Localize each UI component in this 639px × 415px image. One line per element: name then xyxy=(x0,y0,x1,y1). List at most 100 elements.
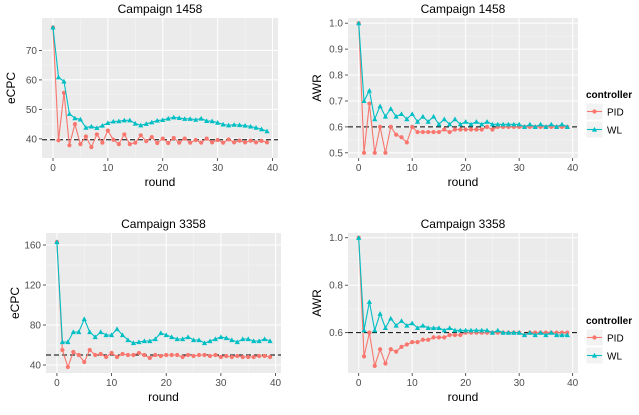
data-point-pid xyxy=(426,129,431,135)
data-point-pid xyxy=(383,150,388,155)
data-point-pid xyxy=(257,353,262,359)
data-point-wl xyxy=(87,329,93,335)
data-point-wl xyxy=(447,121,453,127)
x-tick-label: 0 xyxy=(356,378,362,389)
data-point-pid xyxy=(109,350,114,356)
data-point-wl xyxy=(212,336,219,342)
data-point-wl xyxy=(500,330,506,335)
data-point-wl xyxy=(441,327,447,333)
data-point-wl xyxy=(187,116,193,121)
data-point-pid xyxy=(147,355,152,361)
data-point-pid xyxy=(78,142,83,147)
data-point-wl xyxy=(160,117,166,123)
data-point-pid xyxy=(218,354,223,360)
data-point-pid xyxy=(431,129,436,135)
data-point-wl xyxy=(176,115,182,120)
series-line-wl xyxy=(358,23,568,128)
data-point-wl xyxy=(92,334,98,340)
data-point-wl xyxy=(372,327,378,333)
data-point-wl xyxy=(258,126,265,132)
y-axis-label: eCPC xyxy=(8,287,22,319)
data-point-wl xyxy=(185,334,191,340)
panel-4: 0 10 20 30 40 0.6 0.8 1.0 Campaign 3358 round AWR xyxy=(310,217,579,404)
data-point-wl xyxy=(223,335,229,341)
y-tick-label: 40 xyxy=(30,361,42,372)
data-point-wl xyxy=(393,322,399,328)
data-point-wl xyxy=(72,115,78,121)
y-axis-label: AWR xyxy=(310,74,324,102)
data-point-wl xyxy=(548,121,554,127)
data-point-wl xyxy=(473,119,479,124)
data-point-pid xyxy=(404,140,409,145)
data-point-pid xyxy=(182,136,187,141)
data-point-pid xyxy=(60,347,65,353)
data-point-wl xyxy=(537,330,544,335)
data-point-wl xyxy=(436,121,442,127)
data-point-pid xyxy=(215,137,220,143)
data-point-wl xyxy=(543,124,549,129)
data-point-wl xyxy=(564,124,570,129)
legend: controller PID WL xyxy=(585,316,632,365)
data-point-pid xyxy=(231,140,237,145)
data-point-pid xyxy=(116,142,121,147)
data-point-pid xyxy=(193,137,198,143)
data-point-pid xyxy=(111,137,116,142)
data-point-pid xyxy=(447,129,452,135)
data-point-wl xyxy=(98,329,104,335)
data-point-wl xyxy=(489,121,496,127)
data-point-wl xyxy=(125,337,131,343)
y-tick-label: 0.6 xyxy=(329,122,343,133)
data-point-pid xyxy=(131,352,136,358)
y-tick-label: 0.9 xyxy=(329,45,343,56)
y-tick-label: 0.5 xyxy=(329,148,343,159)
data-point-pid xyxy=(120,351,125,357)
series-wl xyxy=(50,24,270,134)
legend-marker-circle xyxy=(592,335,597,340)
data-point-pid xyxy=(251,354,256,360)
data-point-wl xyxy=(430,113,437,119)
data-point-wl xyxy=(356,20,362,26)
data-point-wl xyxy=(537,121,544,127)
data-point-wl xyxy=(61,78,67,84)
data-point-pid xyxy=(436,335,442,340)
data-point-wl xyxy=(229,337,235,343)
data-point-pid xyxy=(67,143,72,148)
data-point-wl xyxy=(204,118,210,123)
data-point-wl xyxy=(452,116,458,122)
data-point-pid xyxy=(248,138,253,143)
x-tick-label: 30 xyxy=(215,378,227,389)
data-point-wl xyxy=(143,121,149,126)
data-point-wl xyxy=(420,322,426,328)
x-tick-label: 30 xyxy=(514,163,526,174)
data-point-wl xyxy=(253,125,259,130)
data-point-wl xyxy=(430,325,437,330)
data-point-pid xyxy=(114,354,120,360)
data-point-pid xyxy=(224,353,229,359)
data-point-pid xyxy=(142,352,147,358)
data-point-pid xyxy=(426,337,431,342)
data-point-pid xyxy=(158,353,163,359)
data-point-wl xyxy=(393,113,399,119)
data-point-wl xyxy=(88,123,94,129)
series-line-wl xyxy=(56,241,271,344)
data-point-wl xyxy=(532,332,538,338)
data-point-wl xyxy=(452,327,458,333)
data-point-wl xyxy=(495,121,501,127)
data-point-wl xyxy=(356,235,362,240)
data-point-wl xyxy=(55,74,62,80)
data-point-pid xyxy=(199,140,204,145)
y-tick-label: 0.8 xyxy=(329,71,343,82)
data-point-wl xyxy=(420,113,426,119)
data-point-pid xyxy=(76,352,81,358)
data-point-wl xyxy=(532,124,538,129)
data-point-pid xyxy=(436,129,442,135)
data-point-wl xyxy=(242,122,248,128)
x-axis-label: round xyxy=(148,390,179,404)
data-point-wl xyxy=(267,338,273,344)
x-tick-label: 10 xyxy=(407,163,419,174)
data-point-pid xyxy=(71,349,76,355)
data-point-wl xyxy=(505,121,512,127)
data-point-pid xyxy=(442,127,447,132)
data-point-wl xyxy=(447,325,453,330)
x-tick-label: 40 xyxy=(567,378,579,389)
